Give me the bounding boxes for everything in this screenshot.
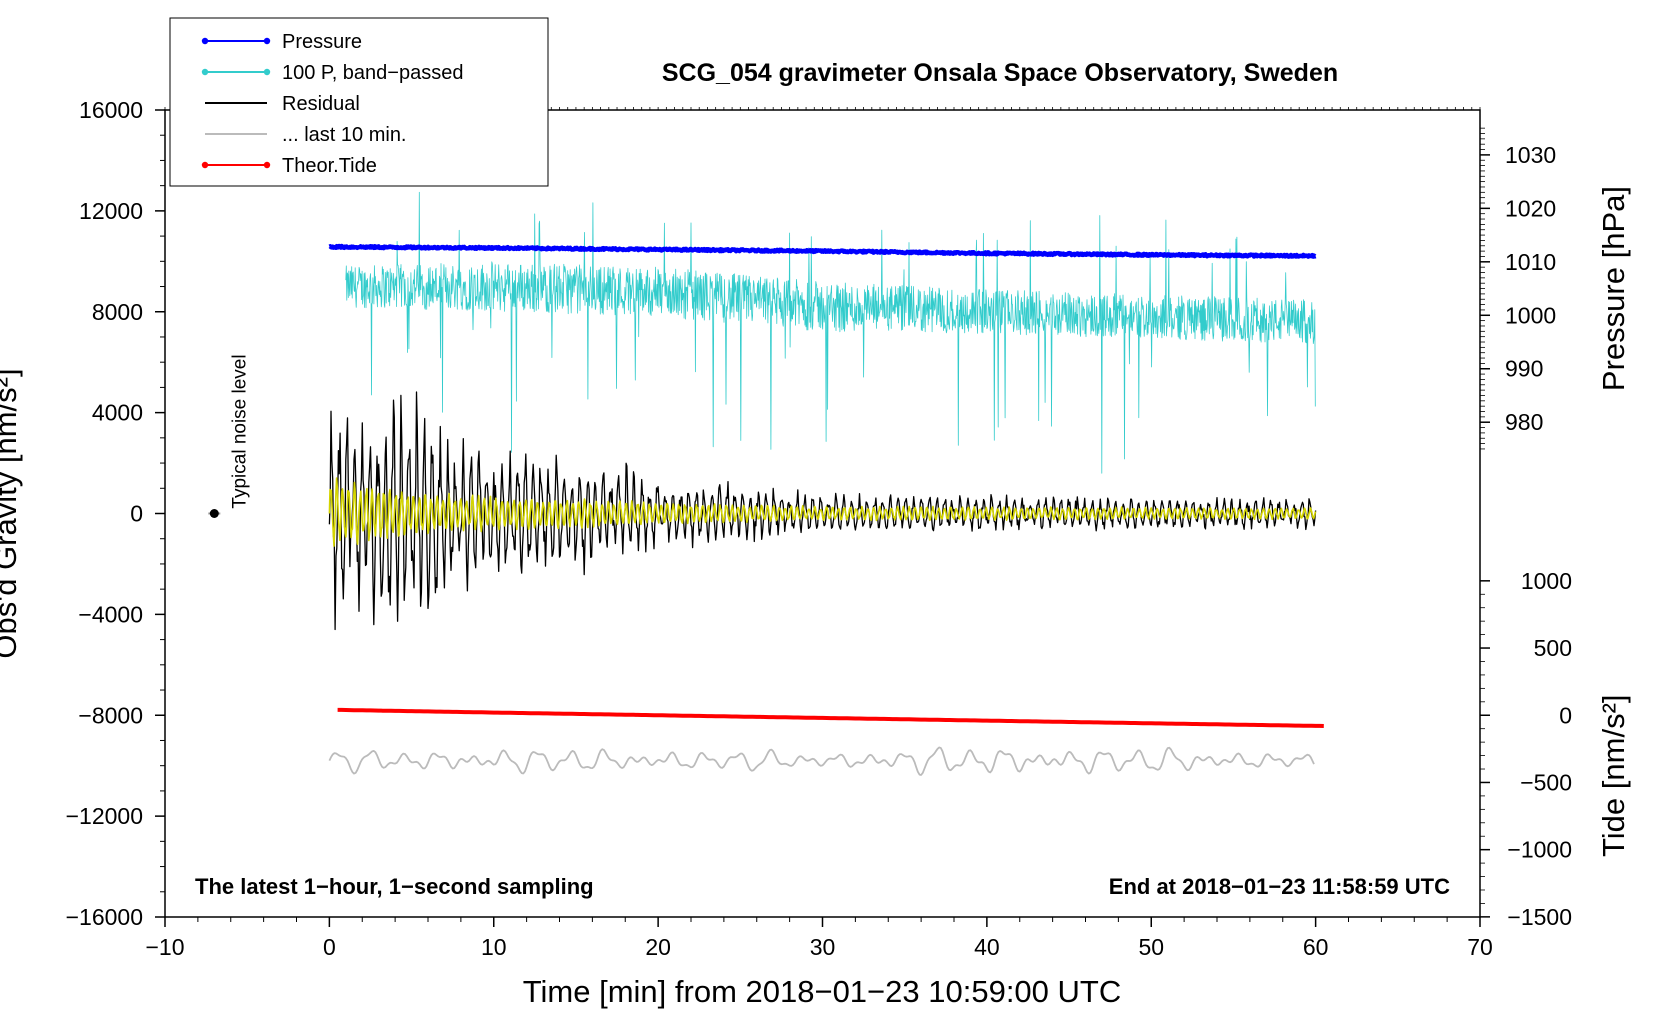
y-left-tick-label: 8000 <box>92 299 143 325</box>
x-tick-label: 60 <box>1303 934 1329 960</box>
pressure-tick-label: 990 <box>1505 356 1543 382</box>
legend-marker <box>201 161 209 169</box>
x-tick-label: −10 <box>145 934 184 960</box>
x-tick-label: 10 <box>481 934 507 960</box>
chart-title: SCG_054 gravimeter Onsala Space Observat… <box>662 59 1338 87</box>
legend: Pressure 100 P, band−passed Residual ... la… <box>169 17 549 187</box>
pressure-tick-label: 1030 <box>1505 142 1556 168</box>
x-tick-label: 30 <box>810 934 836 960</box>
y-left-tick-label: −4000 <box>78 601 143 627</box>
legend-label-100-p-band-passed: 100 P, band−passed <box>282 62 463 84</box>
annotation-sampling: The latest 1−hour, 1−second sampling <box>195 874 594 899</box>
pressure-axis-title: Pressure [hPa] <box>1596 186 1631 391</box>
tide-tick-label: 500 <box>1534 635 1572 661</box>
legend-marker <box>263 161 271 169</box>
tide-axis-title: Tide [nm/s²] <box>1596 694 1631 857</box>
x-tick-label: 20 <box>645 934 671 960</box>
pressure-tick-label: 980 <box>1505 409 1543 435</box>
pressure-tick-label: 1000 <box>1505 302 1556 328</box>
pressure-tick-label: 1010 <box>1505 249 1556 275</box>
axes-layer: −10 0 10 20 30 40 50 60 701600012000800040000−40… <box>66 97 1572 960</box>
y-left-tick-label: 12000 <box>79 198 143 224</box>
legend-label-last-10-min: ... last 10 min. <box>282 124 407 146</box>
y-left-tick-label: −8000 <box>78 702 143 728</box>
legend-label-pressure: Pressure <box>282 31 362 53</box>
annotation-end-time: End at 2018−01−23 11:58:59 UTC <box>1109 874 1450 899</box>
series-last-10-min <box>328 746 1315 776</box>
y-left-tick-label: −16000 <box>66 904 143 930</box>
x-tick-label: 70 <box>1467 934 1493 960</box>
y-axis-left-title: Obs'd Gravity [nm/s²] <box>0 368 23 658</box>
tide-tick-label: 1000 <box>1521 568 1572 594</box>
legend-marker <box>263 37 271 45</box>
series-layer <box>327 191 1324 776</box>
legend-marker <box>201 37 209 45</box>
tide-tick-label: 0 <box>1559 702 1572 728</box>
series-theor-tide <box>337 707 1324 728</box>
y-left-tick-label: 0 <box>130 501 143 527</box>
x-tick-label: 0 <box>323 934 336 960</box>
x-tick-label: 50 <box>1138 934 1164 960</box>
y-left-tick-label: 16000 <box>79 97 143 123</box>
noise-level-dot <box>209 509 219 518</box>
legend-label-theor-tide: Theor.Tide <box>282 155 377 177</box>
tide-tick-label: −1500 <box>1507 904 1572 930</box>
y-left-tick-label: 4000 <box>92 400 143 426</box>
pressure-tick-label: 1020 <box>1505 195 1556 221</box>
x-axis-title: Time [min] from 2018−01−23 10:59:00 UTC <box>523 974 1122 1009</box>
legend-marker <box>201 68 209 76</box>
noise-marker: Typical noise level <box>208 354 250 518</box>
legend-label-residual: Residual <box>282 93 360 115</box>
tide-tick-label: −500 <box>1520 769 1572 795</box>
x-tick-label: 40 <box>974 934 1000 960</box>
tide-tick-label: −1000 <box>1507 837 1572 863</box>
series-pressure <box>327 243 1318 259</box>
series-100-p-band-passed <box>345 191 1316 474</box>
noise-level-label: Typical noise level <box>229 354 250 508</box>
series-filtered-residual <box>328 477 1317 547</box>
y-left-tick-label: −12000 <box>66 803 143 829</box>
legend-marker <box>263 68 271 76</box>
